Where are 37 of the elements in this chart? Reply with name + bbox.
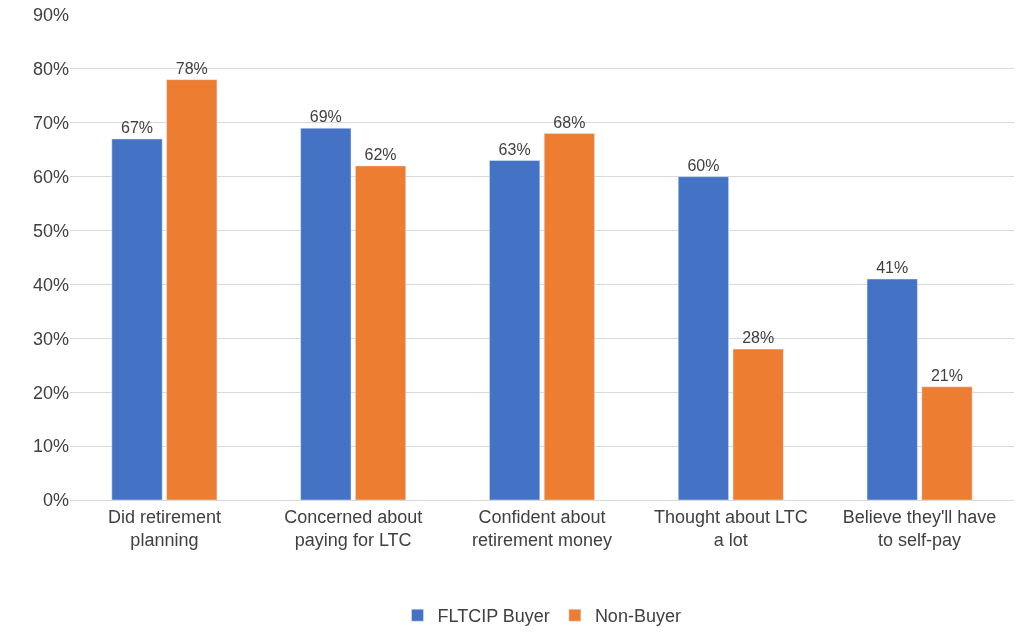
y-tick-label: 20%: [32, 382, 69, 403]
y-tick-label: 50%: [32, 220, 69, 241]
bar: [355, 165, 407, 500]
bar: [166, 79, 218, 500]
data-label: 41%: [876, 259, 909, 277]
data-label: 60%: [687, 156, 720, 174]
data-label: 28%: [742, 329, 775, 347]
data-label: 67%: [121, 118, 154, 136]
y-tick-label: 10%: [32, 436, 69, 457]
data-label: 62%: [364, 145, 397, 163]
bar: [300, 127, 352, 500]
legend-label: Non-Buyer: [594, 606, 681, 627]
x-tick-label: Thought about LTC a lot: [653, 506, 808, 550]
bar: [543, 133, 595, 500]
bar: [677, 176, 729, 500]
data-label: 68%: [553, 113, 586, 131]
data-label: 69%: [309, 108, 342, 126]
bar: [732, 348, 784, 500]
y-tick-label: 60%: [32, 166, 69, 187]
y-tick-label: 70%: [32, 113, 69, 134]
y-tick-label: 90%: [32, 5, 69, 26]
y-tick-label: 80%: [32, 59, 69, 80]
x-tick-label: Believe they'll have to self-pay: [842, 506, 997, 550]
bar: [866, 278, 918, 500]
y-tick-label: 30%: [32, 328, 69, 349]
bar: [111, 138, 163, 500]
x-tick-label: Concerned about paying for LTC: [284, 506, 423, 550]
y-tick-label: 0%: [42, 490, 69, 511]
bar: [489, 160, 541, 500]
x-tick-label: Confident about retirement money: [471, 506, 613, 550]
data-label: 63%: [498, 140, 531, 158]
legend-label: FLTCIP Buyer: [437, 606, 550, 627]
data-label: 21%: [930, 366, 963, 384]
data-label: 78%: [175, 59, 208, 77]
bar: [921, 386, 973, 500]
y-tick-label: 40%: [32, 274, 69, 295]
x-tick-label: Did retirement planning: [107, 506, 221, 550]
